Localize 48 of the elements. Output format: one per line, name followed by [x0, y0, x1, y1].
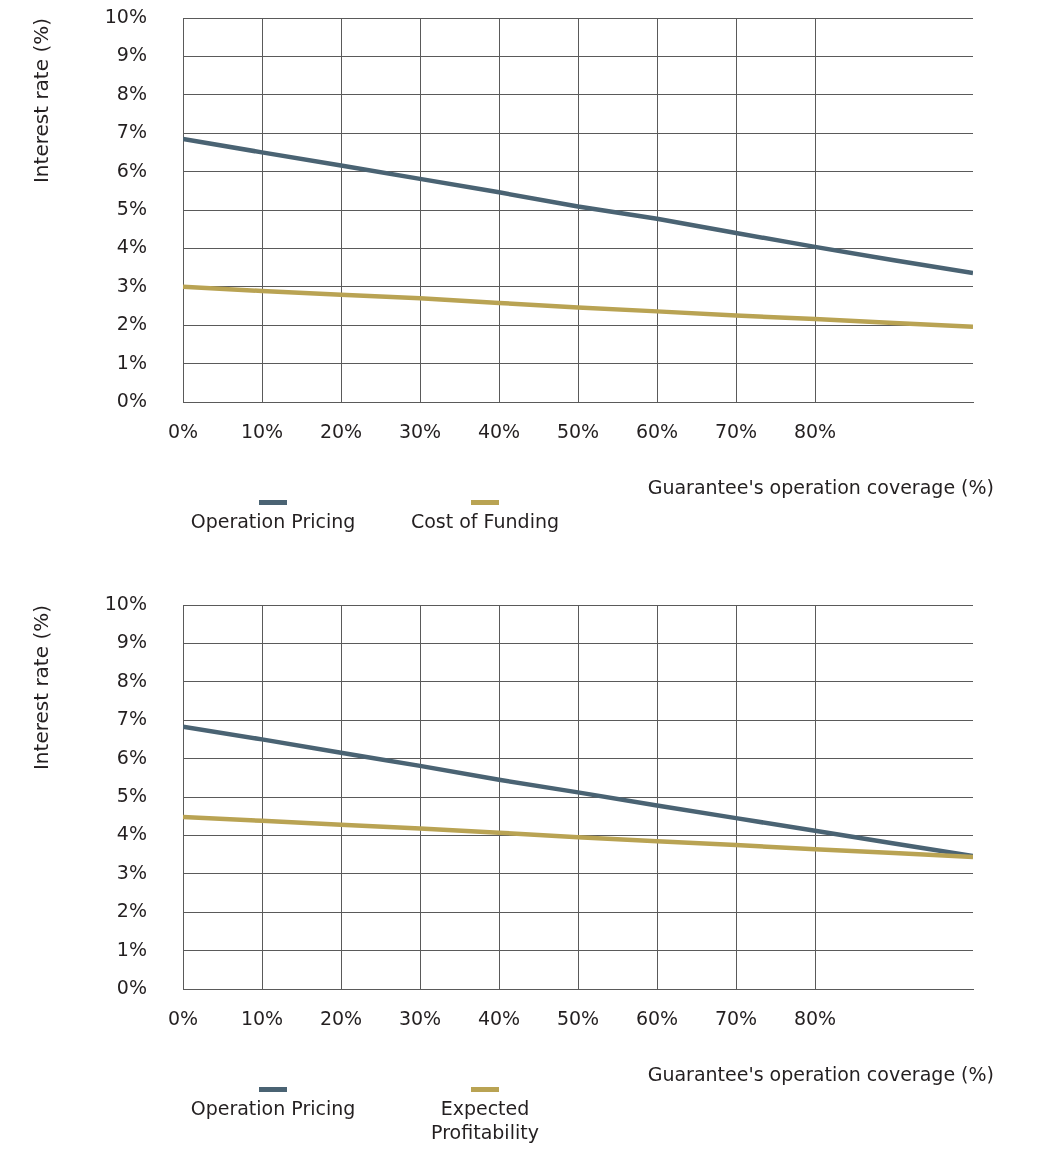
y-tick-label: 10% — [104, 4, 147, 27]
legend-label: Cost of Funding — [409, 509, 561, 533]
y-tick-label: 2% — [116, 899, 147, 922]
x-tick-label: 50% — [556, 420, 600, 443]
x-tick-label: 80% — [793, 420, 837, 443]
legend-label: Expected Profitability — [430, 1096, 540, 1144]
x-tick-label: 30% — [398, 420, 442, 443]
x-tick-label: 30% — [398, 1007, 442, 1030]
y-tick-label: 9% — [116, 630, 147, 653]
y-tick-label: 1% — [116, 350, 147, 373]
x-tick-label: 0% — [167, 1007, 199, 1030]
y-tick-label: 9% — [116, 43, 147, 66]
legend-label: Operation Pricing — [189, 509, 357, 533]
x-tick-label: 10% — [240, 1007, 284, 1030]
x-tick-label: 50% — [556, 1007, 600, 1030]
y-tick-label: 7% — [116, 120, 147, 143]
y-axis-title: Interest rate (%) — [29, 605, 54, 771]
x-axis-title: Guarantee's operation coverage (%) — [647, 1062, 994, 1086]
y-tick-label: 2% — [116, 312, 147, 335]
y-tick-label: 3% — [116, 860, 147, 883]
x-tick-label: 60% — [635, 420, 679, 443]
y-tick-label: 5% — [116, 783, 147, 806]
x-tick-label: 60% — [635, 1007, 679, 1030]
x-tick-label: 0% — [167, 420, 199, 443]
y-tick-label: 8% — [116, 668, 147, 691]
legend-label: Operation Pricing — [189, 1096, 357, 1120]
y-axis-title: Interest rate (%) — [29, 18, 54, 184]
y-tick-label: 4% — [116, 822, 147, 845]
y-tick-label: 10% — [104, 591, 147, 614]
y-tick-label: 5% — [116, 196, 147, 219]
x-axis-title: Guarantee's operation coverage (%) — [647, 475, 994, 499]
x-tick-label: 10% — [240, 420, 284, 443]
x-tick-label: 40% — [477, 1007, 521, 1030]
y-tick-label: 3% — [116, 273, 147, 296]
y-tick-label: 8% — [116, 81, 147, 104]
x-tick-label: 70% — [714, 420, 758, 443]
x-tick-label: 40% — [477, 420, 521, 443]
y-tick-label: 0% — [116, 975, 147, 998]
y-tick-label: 6% — [116, 745, 147, 768]
x-tick-label: 20% — [319, 420, 363, 443]
x-tick-label: 80% — [793, 1007, 837, 1030]
y-tick-label: 7% — [116, 707, 147, 730]
y-tick-label: 1% — [116, 937, 147, 960]
x-tick-label: 20% — [319, 1007, 363, 1030]
y-tick-label: 4% — [116, 235, 147, 258]
y-tick-label: 6% — [116, 158, 147, 181]
y-tick-label: 0% — [116, 388, 147, 411]
x-tick-label: 70% — [714, 1007, 758, 1030]
